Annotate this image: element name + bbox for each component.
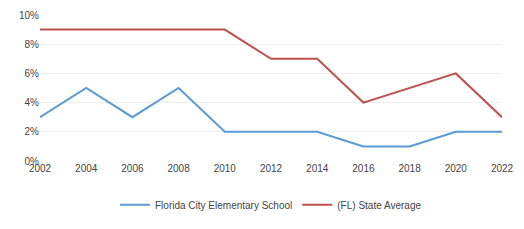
svg-text:8%: 8% [25,39,40,50]
svg-text:10%: 10% [19,10,39,21]
svg-text:2004: 2004 [75,163,98,174]
svg-text:2008: 2008 [167,163,190,174]
svg-text:4%: 4% [25,97,40,108]
svg-text:2020: 2020 [445,163,468,174]
svg-text:2014: 2014 [306,163,329,174]
svg-text:(FL) State Average: (FL) State Average [337,200,421,211]
svg-text:6%: 6% [25,68,40,79]
svg-text:2002: 2002 [29,163,52,174]
svg-text:Florida City Elementary School: Florida City Elementary School [155,200,292,211]
svg-text:2006: 2006 [121,163,144,174]
svg-text:2%: 2% [25,126,40,137]
svg-text:2012: 2012 [260,163,283,174]
svg-text:2022: 2022 [491,163,514,174]
svg-text:2018: 2018 [398,163,421,174]
svg-text:2016: 2016 [352,163,375,174]
svg-text:2010: 2010 [214,163,237,174]
svg-text:0%: 0% [25,156,40,167]
